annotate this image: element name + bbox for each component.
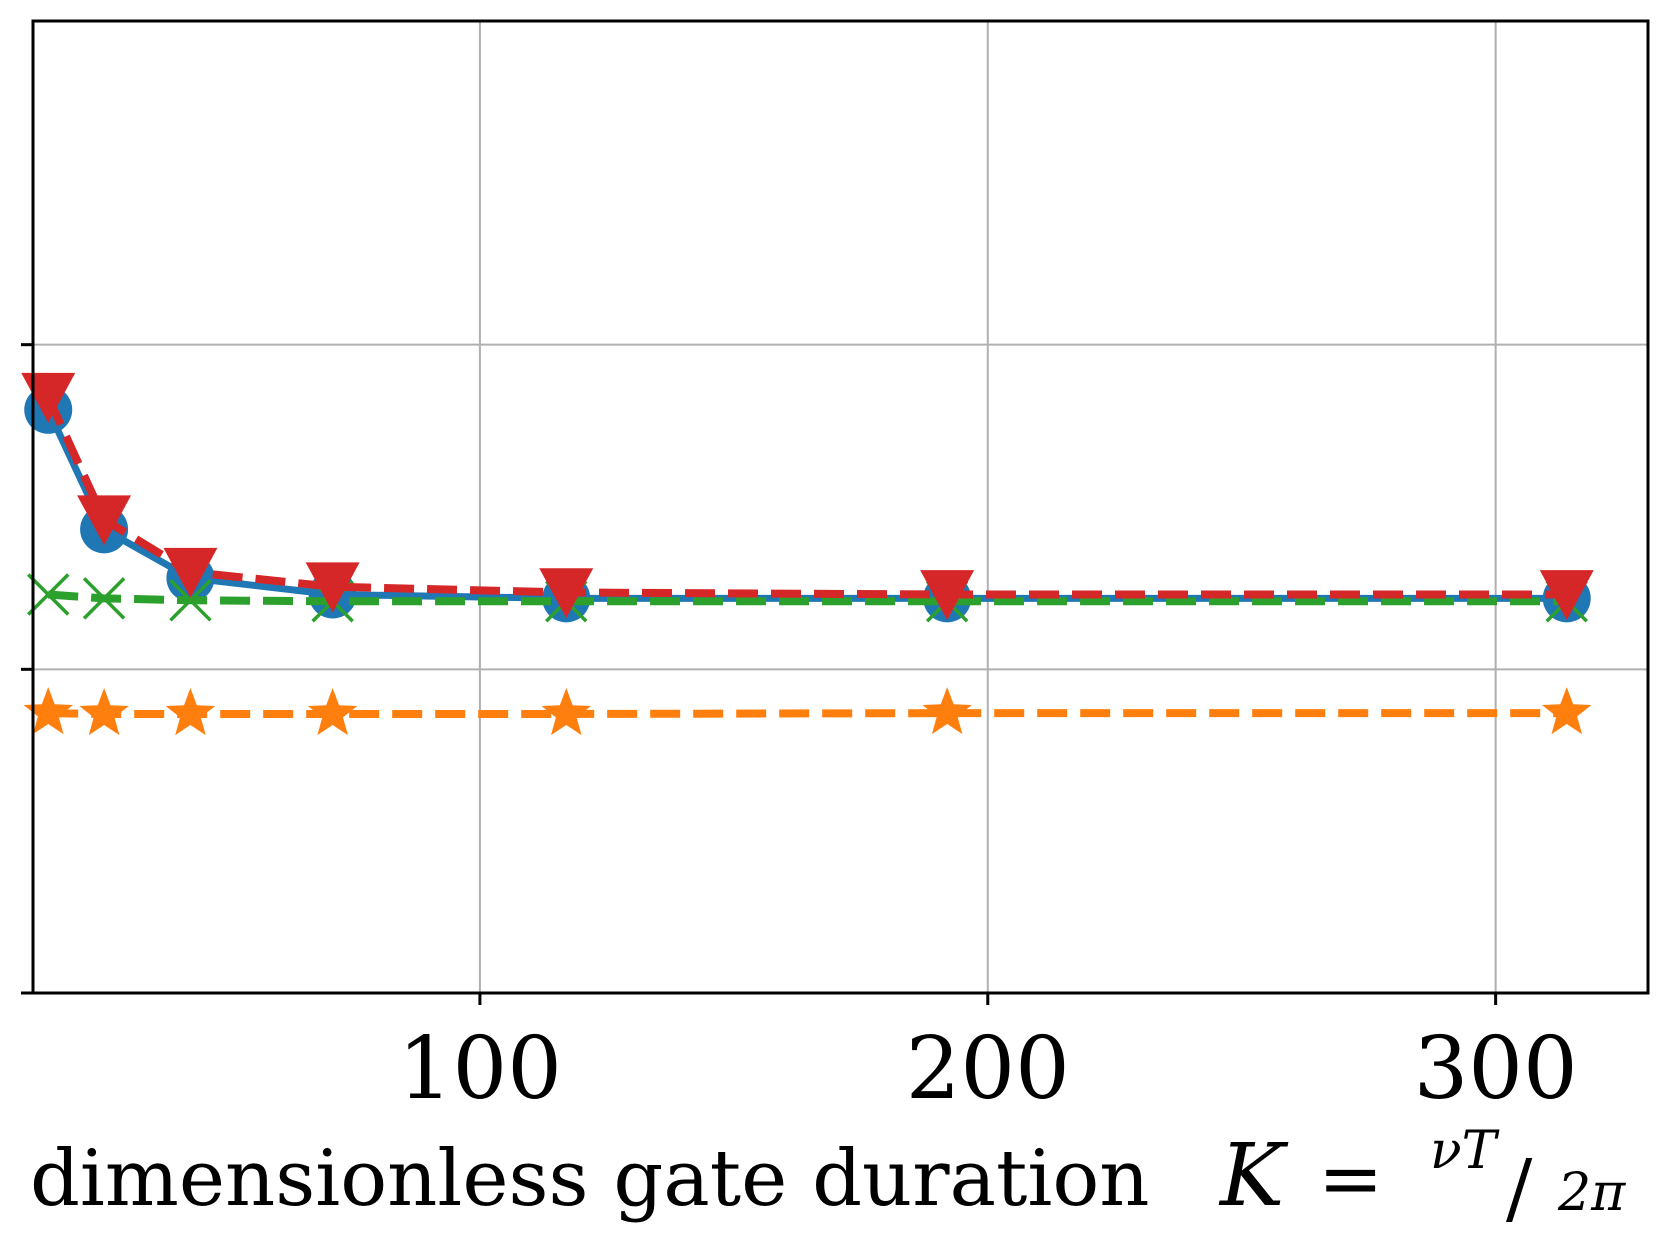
ticks: 100 200 300 xyxy=(21,343,1578,1119)
series-line-red xyxy=(44,395,1567,599)
marker-orange xyxy=(79,688,129,736)
series-red xyxy=(21,372,1594,621)
x-tick-label: 200 xyxy=(906,1019,1070,1119)
marker-green xyxy=(82,577,126,620)
marker-red xyxy=(163,547,218,598)
x-axis-label-text: dimensionless gate duration xyxy=(30,1134,1150,1224)
x-axis-math-denominator: 2π xyxy=(1557,1163,1626,1223)
x-axis-math-symbol: K xyxy=(1218,1126,1289,1226)
grid xyxy=(33,21,1648,993)
plot-frame xyxy=(31,19,1650,995)
x-axis-label: dimensionless gate duration xyxy=(30,1134,1150,1224)
x-axis-math-equals: = xyxy=(1318,1134,1383,1224)
x-axis-math-slash: / xyxy=(1506,1144,1533,1234)
marker-red xyxy=(920,570,975,621)
marker-green xyxy=(26,573,70,616)
marker-red xyxy=(305,562,360,613)
marker-orange xyxy=(1542,687,1592,735)
x-axis-label-math: K = νT / 2π xyxy=(1218,1121,1626,1234)
marker-orange xyxy=(541,688,591,736)
marker-red xyxy=(77,495,132,546)
marker-orange xyxy=(23,687,73,735)
series-orange xyxy=(23,687,1592,736)
marker-red xyxy=(1539,570,1594,621)
marker-orange xyxy=(307,688,358,736)
x-axis-math-numerator: νT xyxy=(1430,1121,1500,1181)
series-line-orange xyxy=(48,709,1567,718)
marker-red xyxy=(539,568,594,619)
series-blue xyxy=(24,385,1591,623)
series-line-blue xyxy=(45,408,1567,602)
marker-green xyxy=(169,579,212,622)
x-tick-label: 100 xyxy=(398,1019,562,1119)
marker-orange xyxy=(165,688,216,736)
marker-orange xyxy=(922,687,972,735)
x-tick-label: 300 xyxy=(1414,1019,1578,1119)
marker-red xyxy=(21,372,76,423)
series-layer xyxy=(21,372,1594,736)
